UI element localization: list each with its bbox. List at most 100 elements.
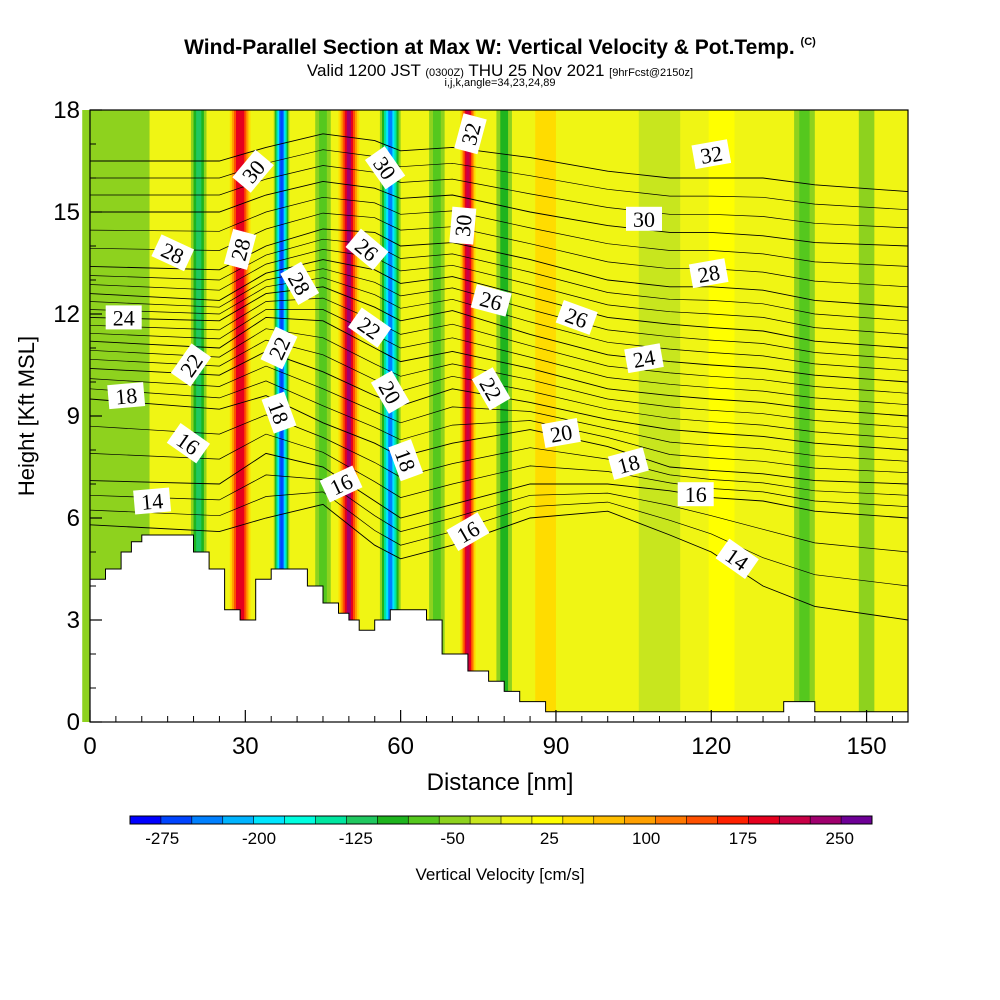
contour-label: 24 [105,305,142,330]
velocity-band [638,110,681,722]
colorbar-swatch [841,816,873,824]
isentrope-14 [90,503,908,621]
colorbar-swatch [686,816,718,824]
copyright-mark: (C) [800,36,816,48]
isentrope-22 [90,316,908,417]
isentrope-24 [90,286,908,383]
contour-label-text: 30 [633,207,655,232]
colorbar-tick-label: 175 [729,829,757,848]
colorbar-swatch [655,816,687,824]
contour-label-text: 24 [113,305,135,330]
velocity-band [466,110,470,722]
y-tick-label: 6 [67,505,80,532]
colorbar: -275 -200 -125 -50 25 100 175 250 [129,815,873,848]
contour-label-text: 24 [631,344,657,372]
contour-label-text: 14 [140,488,164,515]
isentrope-minor [90,165,908,229]
colorbar-swatch [408,816,440,824]
colorbar-label: Vertical Velocity [cm/s] [415,865,584,884]
y-tick-label: 15 [53,199,80,226]
x-tick-label: 60 [387,733,414,760]
contour-label: 16 [446,512,490,551]
colorbar-swatch [810,816,842,824]
isentrope-28 [90,228,908,308]
colorbar-swatch [779,816,811,824]
contour-label-text: 16 [685,482,707,507]
velocity-band [500,110,509,722]
isentrope-16 [90,452,908,519]
contour-label: 18 [107,382,146,410]
valid-date: THU 25 Nov 2021 [468,61,605,80]
isentrope-minor [90,212,908,288]
contour-label: 32 [454,113,487,155]
isentrope-minor [90,491,908,587]
title-text: Wind-Parallel Section at Max W: Vertical… [184,36,795,59]
isentrope-minor [90,238,908,322]
velocity-band [540,110,551,722]
x-tick-label: 90 [543,733,570,760]
velocity-band [432,110,441,722]
colorbar-swatch [748,816,780,824]
velocity-band [238,110,243,722]
velocity-band [388,110,393,722]
x-tick-label: 30 [232,733,259,760]
valid-prefix: Valid 1200 JST [306,61,421,80]
velocity-band [799,110,810,722]
contour-label-text: 20 [548,419,574,447]
velocity-band [708,110,735,722]
colorbar-swatch [284,816,316,824]
colorbar-swatch [222,816,255,824]
isentrope-minor [90,474,908,553]
y-tick-label: 18 [53,97,80,124]
colorbar-tick-label: -200 [242,829,276,848]
colorbar-swatch [315,816,347,824]
colorbar-tick-label: -275 [145,829,179,848]
contour-label-text: 18 [114,383,138,410]
colorbar-swatch [593,816,626,824]
contour-label: 28 [223,228,257,270]
colorbar-swatch [501,816,533,824]
terrain-mask [89,534,909,723]
y-tick-label: 3 [67,607,80,634]
isentrope-minor [90,297,908,394]
y-tick-label: 12 [53,301,80,328]
colorbar-tick-label: 250 [826,829,854,848]
contour-label: 28 [688,258,729,289]
axes: 0 30 60 90 120 150 0 3 6 9 12 15 18 [53,97,893,760]
x-tick-label: 150 [847,733,887,760]
colorbar-swatch [160,816,193,824]
forecast-info: [9hrFcst@2150z] [609,67,694,79]
contour-label: 14 [133,487,172,515]
contour-label: 20 [541,418,581,448]
colorbar-swatch [377,816,409,824]
isentrope-minor [90,380,908,474]
colorbar-swatch [191,816,224,824]
contour-label: 30 [626,206,662,232]
x-axis-label: Distance [nm] [427,769,574,796]
velocity-band [346,110,351,722]
isentrope-lines [90,133,908,621]
isentrope-30 [90,180,908,247]
isentrope-minor [90,196,908,267]
x-tick-label: 0 [83,733,96,760]
colorbar-swatch [717,816,749,824]
contour-label-text: 30 [450,214,477,238]
contour-label: 30 [449,206,477,245]
isentrope-minor [90,309,908,406]
terrain [89,534,909,723]
colorbar-swatch [439,816,471,824]
colorbar-tick-label: -50 [440,829,465,848]
isentrope-32 [90,133,908,193]
valid-utc: (0300Z) [425,67,464,79]
velocity-band [196,110,202,722]
contour-label: 26 [555,299,598,335]
contour-label-text: 28 [696,259,722,287]
velocity-band [858,110,875,722]
y-tick-label: 0 [67,709,80,736]
contour-label: 16 [677,482,714,507]
colorbar-tick-label: 25 [540,829,559,848]
contour-label: 18 [388,439,424,482]
colorbar-swatch [624,816,657,824]
contour-label: 26 [470,284,512,317]
